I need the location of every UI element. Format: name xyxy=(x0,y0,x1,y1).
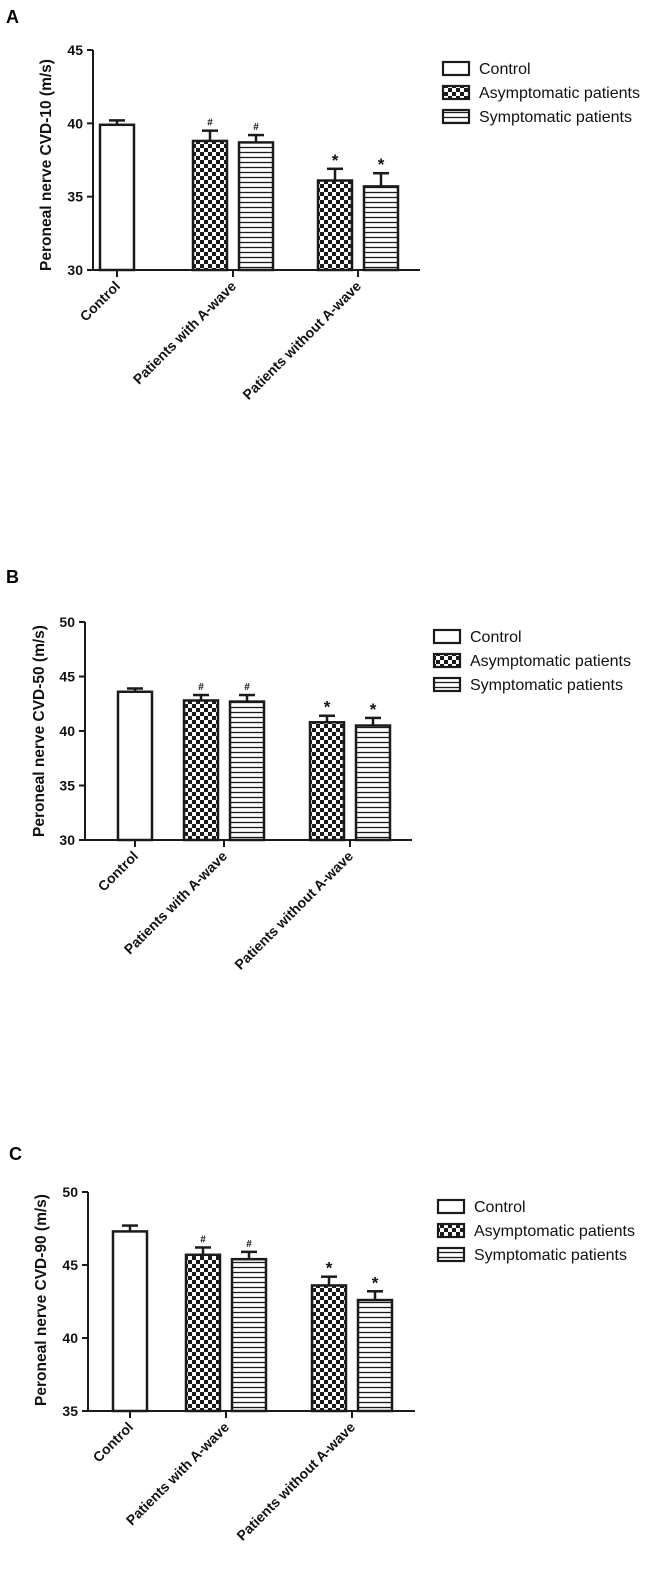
bar-hlines xyxy=(354,724,392,842)
bar-hlines xyxy=(356,1298,394,1413)
legend-entry: Symptomatic patients xyxy=(474,1247,627,1264)
chart-c: 35 40 45 50 Control # # Patients with A-wave * * P… xyxy=(62,1184,635,1544)
panel-b: B Peroneal nerve CVD-50 (m/s) xyxy=(6,567,48,837)
legend-swatch xyxy=(436,1198,466,1215)
bar-white xyxy=(116,690,154,842)
legend-swatch xyxy=(441,84,471,101)
bar-checker xyxy=(310,1284,348,1413)
significance-mark: # xyxy=(200,1234,206,1245)
y-tick-label: 35 xyxy=(59,778,75,794)
y-tick-label: 45 xyxy=(67,42,83,58)
panel-c: C Peroneal nerve CVD-90 (m/s) xyxy=(9,1144,50,1406)
legend-entry: Control xyxy=(474,1199,526,1216)
chart-b: 30 35 40 45 50 Control # # Patients with A-wave *… xyxy=(59,614,631,973)
significance-mark: # xyxy=(198,682,204,693)
legend-entry: Asymptomatic patients xyxy=(470,653,631,670)
panel-letter-c: C xyxy=(9,1144,22,1164)
bar-white xyxy=(111,1230,149,1413)
significance-mark: * xyxy=(370,700,377,719)
y-tick-label: 40 xyxy=(67,115,83,131)
legend-swatch xyxy=(436,1246,466,1263)
significance-mark: # xyxy=(207,118,213,129)
panel-a: A Peroneal nerve CVD-10 (m/s) xyxy=(6,7,55,271)
bar-hlines xyxy=(228,700,266,842)
y-tick-label: 40 xyxy=(59,723,75,739)
x-category-label: Patients with A-wave xyxy=(121,848,231,958)
legend-swatch xyxy=(436,1222,466,1239)
bar-checker xyxy=(191,139,229,272)
panel-letter-a: A xyxy=(6,7,19,27)
significance-mark: * xyxy=(372,1273,379,1292)
legend-entry: Symptomatic patients xyxy=(479,109,632,126)
significance-mark: # xyxy=(244,682,250,693)
legend-swatch xyxy=(441,60,471,77)
significance-mark: * xyxy=(324,698,331,717)
legend-entry: Asymptomatic patients xyxy=(479,85,640,102)
y-axis-label-b: Peroneal nerve CVD-50 (m/s) xyxy=(31,625,48,837)
legend-entry: Symptomatic patients xyxy=(470,677,623,694)
y-tick-label: 50 xyxy=(59,614,75,630)
bar-hlines xyxy=(237,141,275,272)
y-tick-label: 45 xyxy=(62,1257,78,1273)
legend-entry: Asymptomatic patients xyxy=(474,1223,635,1240)
significance-mark: # xyxy=(246,1239,252,1250)
bar-checker xyxy=(182,699,220,842)
y-tick-label: 45 xyxy=(59,669,75,685)
y-tick-label: 30 xyxy=(59,832,75,848)
y-axis-label-a: Peroneal nerve CVD-10 (m/s) xyxy=(38,59,55,271)
y-axis-label-c: Peroneal nerve CVD-90 (m/s) xyxy=(33,1194,50,1406)
x-category-label: Control xyxy=(90,1419,137,1466)
x-category-label: Patients without A-wave xyxy=(231,848,356,973)
x-category-label: Control xyxy=(77,278,124,325)
bar-checker xyxy=(308,721,346,842)
legend-entry: Control xyxy=(470,629,522,646)
significance-mark: * xyxy=(326,1259,333,1278)
x-category-label: Patients with A-wave xyxy=(130,278,240,388)
panel-letter-b: B xyxy=(6,567,19,587)
x-category-label: Patients without A-wave xyxy=(233,1419,358,1544)
significance-mark: * xyxy=(378,155,385,174)
x-category-label: Patients with A-wave xyxy=(123,1419,233,1529)
x-category-label: Control xyxy=(95,848,142,895)
legend-swatch xyxy=(432,676,462,693)
bar-checker xyxy=(184,1253,222,1413)
significance-mark: # xyxy=(253,122,259,133)
bar-checker xyxy=(316,179,354,272)
y-tick-label: 50 xyxy=(62,1184,78,1200)
y-tick-label: 35 xyxy=(62,1403,78,1419)
bar-hlines xyxy=(230,1257,268,1413)
legend-swatch xyxy=(432,652,462,669)
x-category-label: Patients without A-wave xyxy=(239,278,364,403)
significance-mark: * xyxy=(332,151,339,170)
bar-hlines xyxy=(362,185,400,272)
legend-entry: Control xyxy=(479,61,531,78)
y-tick-label: 35 xyxy=(67,189,83,205)
chart-a: 30 35 40 45 Control # # Patients with A-wave * * P… xyxy=(67,42,640,403)
bar-white xyxy=(98,123,136,272)
legend-swatch xyxy=(441,108,471,125)
y-tick-label: 30 xyxy=(67,262,83,278)
legend-swatch xyxy=(432,628,462,645)
y-tick-label: 40 xyxy=(62,1330,78,1346)
